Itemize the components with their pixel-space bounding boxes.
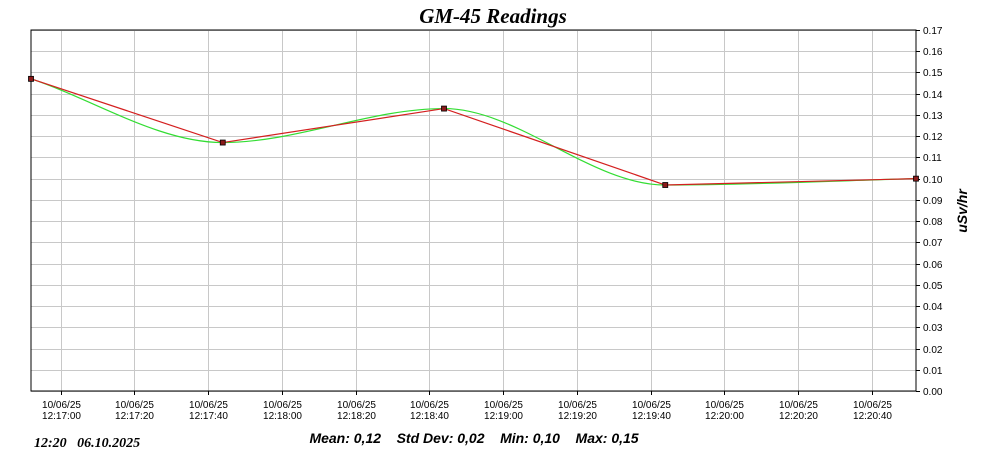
y-tick-label: 0.13 <box>923 111 943 122</box>
y-axis: 0.00 0.01 0.02 0.03 0.04 0.05 0.06 0.07 0.08 0.09… <box>916 26 943 398</box>
x-tick-time: 12:18:00 <box>263 411 302 422</box>
x-tick-date: 10/06/25 <box>42 400 81 411</box>
y-tick-label: 0.00 <box>923 387 943 398</box>
y-tick-label: 0.04 <box>923 302 943 313</box>
y-tick-label: 0.09 <box>923 196 943 207</box>
y-tick-label: 0.15 <box>923 68 943 79</box>
footer-datetime: 12:20 06.10.2025 <box>34 436 140 451</box>
x-tick-date: 10/06/25 <box>410 400 449 411</box>
data-point-marker <box>28 75 34 82</box>
y-tick-label: 0.17 <box>923 26 943 37</box>
x-tick-time: 12:17:20 <box>115 411 154 422</box>
y-tick-label: 0.07 <box>923 238 943 249</box>
y-tick-label: 0.01 <box>923 366 943 377</box>
series-layer <box>28 75 919 188</box>
y-tick-label: 0.16 <box>923 47 943 58</box>
x-tick-time: 12:20:20 <box>779 411 818 422</box>
plot-frame <box>30 29 917 392</box>
data-point-marker <box>662 182 669 188</box>
x-tick-date: 10/06/25 <box>632 400 671 411</box>
grid <box>31 30 916 392</box>
y-axis-label: uSv/hr <box>954 188 970 233</box>
x-tick-date: 10/06/25 <box>484 400 523 411</box>
x-tick-time: 12:17:00 <box>42 411 81 422</box>
data-point-marker <box>913 175 919 182</box>
y-tick-label: 0.02 <box>923 345 943 356</box>
y-tick-label: 0.10 <box>923 175 943 186</box>
y-tick-label: 0.06 <box>923 260 943 271</box>
y-tick-label: 0.08 <box>923 217 943 228</box>
x-tick-date: 10/06/25 <box>115 400 154 411</box>
x-tick-time: 12:20:40 <box>853 411 892 422</box>
data-point-marker <box>219 139 226 146</box>
x-tick-time: 12:20:00 <box>705 411 744 422</box>
y-tick-label: 0.05 <box>923 281 943 292</box>
x-tick-date: 10/06/25 <box>337 400 376 411</box>
x-tick-date: 10/06/25 <box>705 400 744 411</box>
x-tick-time: 12:18:20 <box>337 411 376 422</box>
x-tick-time: 12:18:40 <box>410 411 449 422</box>
y-tick-label: 0.14 <box>923 90 943 101</box>
x-tick-date: 10/06/25 <box>263 400 302 411</box>
x-axis: 10/06/2512:17:0010/06/2512:17:2010/06/25… <box>42 391 892 422</box>
x-tick-time: 12:17:40 <box>189 411 228 422</box>
x-tick-time: 12:19:00 <box>484 411 523 422</box>
x-tick-date: 10/06/25 <box>853 400 892 411</box>
y-tick-label: 0.11 <box>923 153 942 164</box>
x-tick-date: 10/06/25 <box>779 400 818 411</box>
x-tick-date: 10/06/25 <box>189 400 228 411</box>
y-tick-label: 0.12 <box>923 132 943 143</box>
x-tick-date: 10/06/25 <box>558 400 597 411</box>
data-point-marker <box>441 105 447 112</box>
x-tick-time: 12:19:20 <box>558 411 597 422</box>
chart-title: GM-45 Readings <box>419 4 567 28</box>
x-tick-time: 12:19:40 <box>632 411 671 422</box>
footer-stats: Mean: 0,12 Std Dev: 0,02 Min: 0,10 Max: … <box>309 430 638 446</box>
y-tick-label: 0.03 <box>923 323 943 334</box>
